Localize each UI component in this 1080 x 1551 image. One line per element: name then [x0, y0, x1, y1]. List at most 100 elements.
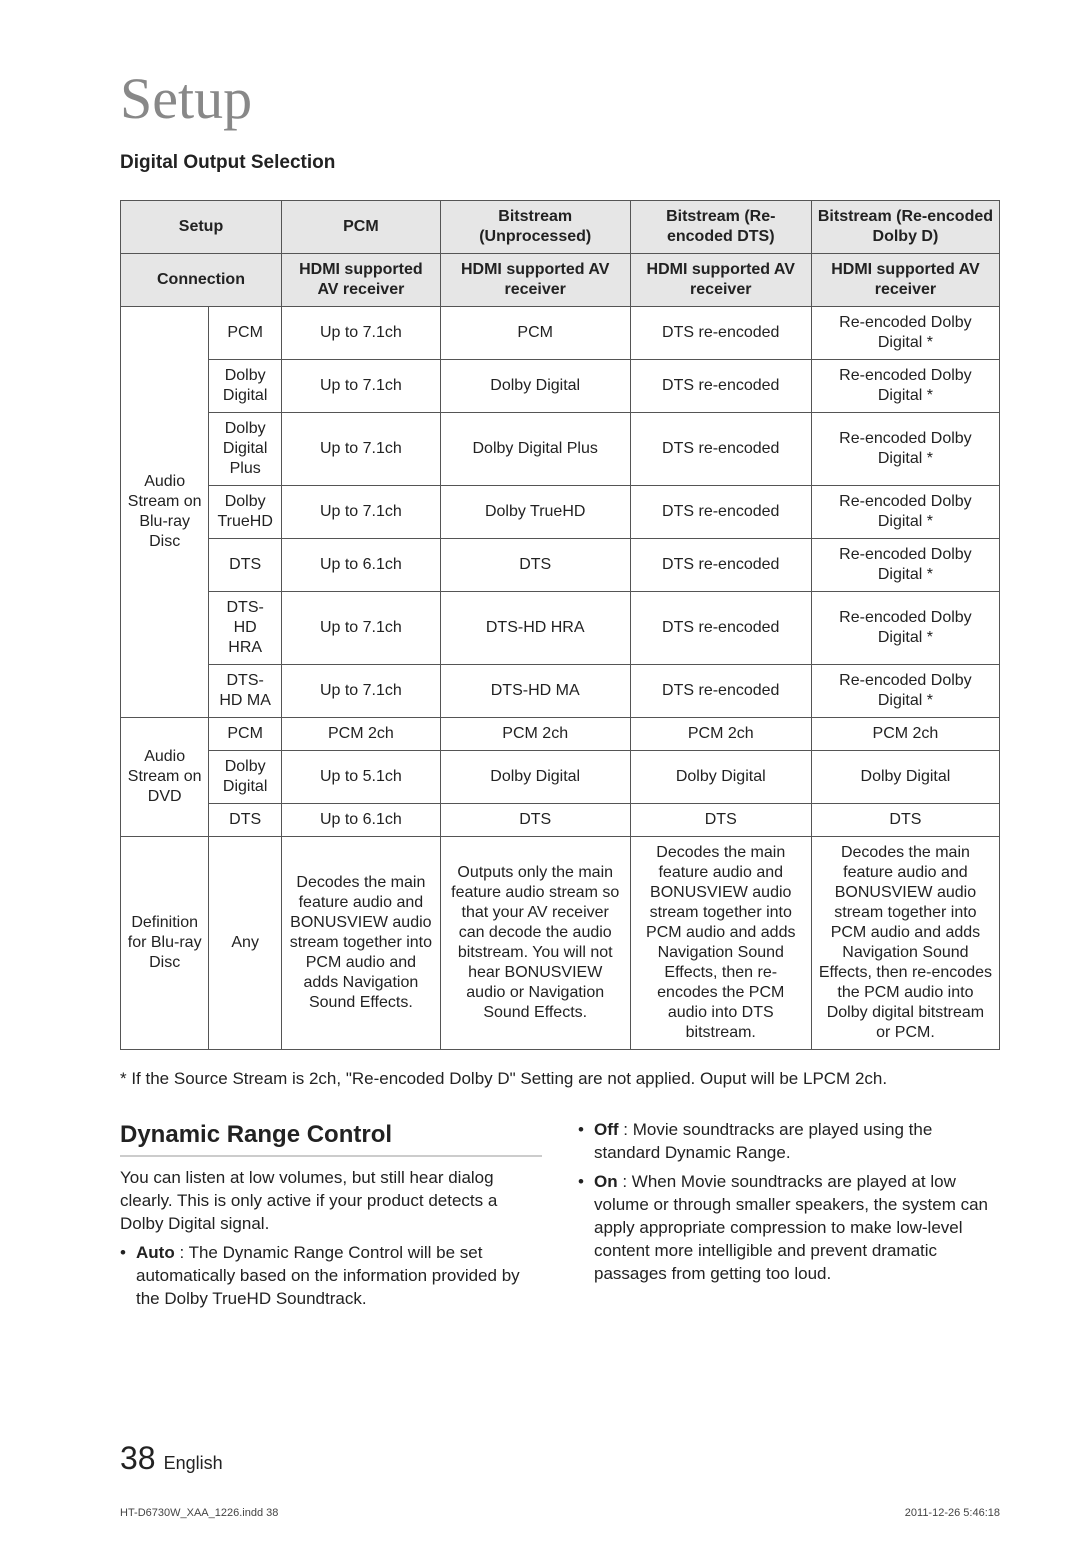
- drc-intro: You can listen at low volumes, but still…: [120, 1167, 542, 1236]
- table-row: DTSUp to 6.1chDTSDTS re-encodedRe-encode…: [121, 538, 1000, 591]
- drc-heading: Dynamic Range Control: [120, 1119, 542, 1157]
- page-title: Setup: [120, 60, 1000, 138]
- drc-off-text: : Movie soundtracks are played using the…: [594, 1120, 932, 1162]
- table-cell: PCM 2ch: [811, 717, 999, 750]
- header-hdmi-4: HDMI supported AV receiver: [811, 253, 999, 306]
- table-cell: DTS: [440, 803, 630, 836]
- table-row: Audio Stream on DVDPCMPCM 2chPCM 2chPCM …: [121, 717, 1000, 750]
- print-info: HT-D6730W_XAA_1226.indd 38 2011-12-26 5:…: [120, 1506, 1000, 1521]
- table-cell: DTS re-encoded: [630, 306, 811, 359]
- table-cell: DTS-HD HRA: [209, 591, 282, 664]
- print-file: HT-D6730W_XAA_1226.indd 38: [120, 1506, 278, 1521]
- table-cell: Re-encoded Dolby Digital *: [811, 359, 999, 412]
- table-cell: Dolby Digital: [209, 359, 282, 412]
- drc-auto-text: : The Dynamic Range Control will be set …: [136, 1243, 520, 1308]
- table-cell: Re-encoded Dolby Digital *: [811, 412, 999, 485]
- drc-on-item: On : When Movie soundtracks are played a…: [578, 1171, 1000, 1286]
- table-cell: Any: [209, 836, 282, 1049]
- drc-off-item: Off : Movie soundtracks are played using…: [578, 1119, 1000, 1165]
- table-cell: PCM 2ch: [440, 717, 630, 750]
- table-row: DTS-HD MAUp to 7.1chDTS-HD MADTS re-enco…: [121, 664, 1000, 717]
- drc-auto-label: Auto: [136, 1243, 175, 1262]
- dynamic-range-section: Dynamic Range Control You can listen at …: [120, 1119, 1000, 1317]
- table-cell: PCM 2ch: [281, 717, 440, 750]
- table-row: DTS-HD HRAUp to 7.1chDTS-HD HRADTS re-en…: [121, 591, 1000, 664]
- table-cell: Decodes the main feature audio and BONUS…: [281, 836, 440, 1049]
- table-cell: DTS: [440, 538, 630, 591]
- table-cell: Decodes the main feature audio and BONUS…: [630, 836, 811, 1049]
- header-connection: Connection: [121, 253, 282, 306]
- header-bitstream-dts: Bitstream (Re-encoded DTS): [630, 200, 811, 253]
- row-group-label: Definition for Blu-ray Disc: [121, 836, 209, 1049]
- table-cell: DTS: [811, 803, 999, 836]
- table-cell: DTS re-encoded: [630, 591, 811, 664]
- header-hdmi-2: HDMI supported AV receiver: [440, 253, 630, 306]
- table-row: Dolby Digital PlusUp to 7.1chDolby Digit…: [121, 412, 1000, 485]
- table-cell: Re-encoded Dolby Digital *: [811, 664, 999, 717]
- table-cell: PCM 2ch: [630, 717, 811, 750]
- table-cell: Dolby Digital: [209, 750, 282, 803]
- table-cell: Up to 6.1ch: [281, 538, 440, 591]
- table-cell: Up to 7.1ch: [281, 664, 440, 717]
- table-cell: DTS: [630, 803, 811, 836]
- table-cell: DTS re-encoded: [630, 485, 811, 538]
- section-subtitle: Digital Output Selection: [120, 150, 1000, 176]
- header-hdmi-1: HDMI supported AV receiver: [281, 253, 440, 306]
- drc-on-label: On: [594, 1172, 618, 1191]
- table-row: Dolby DigitalUp to 7.1chDolby DigitalDTS…: [121, 359, 1000, 412]
- table-cell: Dolby Digital: [630, 750, 811, 803]
- table-cell: DTS: [209, 538, 282, 591]
- table-cell: DTS: [209, 803, 282, 836]
- table-cell: Up to 7.1ch: [281, 359, 440, 412]
- footnote-text: * If the Source Stream is 2ch, "Re-encod…: [120, 1068, 1000, 1091]
- table-row: Audio Stream on Blu-ray DiscPCMUp to 7.1…: [121, 306, 1000, 359]
- table-row: Dolby DigitalUp to 5.1chDolby DigitalDol…: [121, 750, 1000, 803]
- digital-output-table: Setup PCM Bitstream (Unprocessed) Bitstr…: [120, 200, 1000, 1050]
- print-time: 2011-12-26 5:46:18: [905, 1506, 1000, 1521]
- table-row: Dolby TrueHDUp to 7.1chDolby TrueHDDTS r…: [121, 485, 1000, 538]
- table-cell: Up to 7.1ch: [281, 485, 440, 538]
- drc-auto-item: Auto : The Dynamic Range Control will be…: [120, 1242, 542, 1311]
- table-cell: DTS-HD HRA: [440, 591, 630, 664]
- drc-off-label: Off: [594, 1120, 619, 1139]
- table-cell: DTS re-encoded: [630, 664, 811, 717]
- table-cell: PCM: [209, 717, 282, 750]
- table-cell: DTS-HD MA: [440, 664, 630, 717]
- table-cell: Up to 6.1ch: [281, 803, 440, 836]
- header-pcm: PCM: [281, 200, 440, 253]
- table-cell: Dolby Digital: [440, 750, 630, 803]
- table-cell: Up to 7.1ch: [281, 412, 440, 485]
- row-group-label: Audio Stream on DVD: [121, 717, 209, 836]
- table-cell: Up to 7.1ch: [281, 591, 440, 664]
- table-cell: DTS re-encoded: [630, 412, 811, 485]
- table-cell: Re-encoded Dolby Digital *: [811, 538, 999, 591]
- table-cell: DTS re-encoded: [630, 538, 811, 591]
- table-cell: Re-encoded Dolby Digital *: [811, 306, 999, 359]
- table-cell: Re-encoded Dolby Digital *: [811, 591, 999, 664]
- table-cell: Dolby Digital: [811, 750, 999, 803]
- page-language: English: [164, 1451, 223, 1475]
- table-row: DTSUp to 6.1chDTSDTSDTS: [121, 803, 1000, 836]
- table-cell: Dolby Digital Plus: [440, 412, 630, 485]
- table-cell: Dolby Digital Plus: [209, 412, 282, 485]
- table-cell: Up to 7.1ch: [281, 306, 440, 359]
- table-cell: PCM: [209, 306, 282, 359]
- table-cell: Decodes the main feature audio and BONUS…: [811, 836, 999, 1049]
- table-cell: Up to 5.1ch: [281, 750, 440, 803]
- table-cell: Outputs only the main feature audio stre…: [440, 836, 630, 1049]
- table-cell: PCM: [440, 306, 630, 359]
- header-bitstream-dolby: Bitstream (Re-encoded Dolby D): [811, 200, 999, 253]
- header-hdmi-3: HDMI supported AV receiver: [630, 253, 811, 306]
- drc-on-text: : When Movie soundtracks are played at l…: [594, 1172, 988, 1283]
- page-footer: 38 English: [120, 1437, 1000, 1480]
- table-cell: DTS-HD MA: [209, 664, 282, 717]
- header-setup: Setup: [121, 200, 282, 253]
- page-number: 38: [120, 1437, 156, 1480]
- table-header-row-1: Setup PCM Bitstream (Unprocessed) Bitstr…: [121, 200, 1000, 253]
- table-cell: Dolby TrueHD: [209, 485, 282, 538]
- table-cell: DTS re-encoded: [630, 359, 811, 412]
- table-row: Definition for Blu-ray DiscAnyDecodes th…: [121, 836, 1000, 1049]
- table-cell: Dolby Digital: [440, 359, 630, 412]
- header-bitstream-unprocessed: Bitstream (Unprocessed): [440, 200, 630, 253]
- table-header-row-2: Connection HDMI supported AV receiver HD…: [121, 253, 1000, 306]
